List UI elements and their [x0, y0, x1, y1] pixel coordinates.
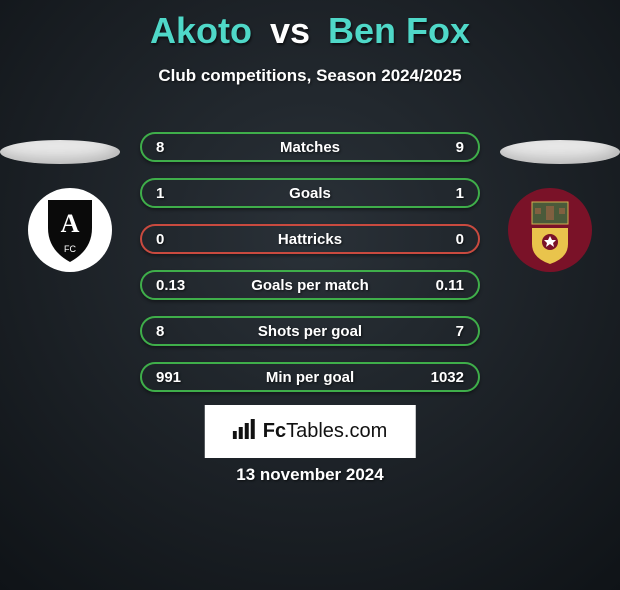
stat-row: 8 Matches 9 [140, 132, 480, 162]
stat-label: Goals [204, 185, 416, 202]
svg-text:A: A [61, 209, 80, 238]
stat-left: 8 [156, 139, 204, 156]
brand-box: FcTables.com [205, 405, 416, 458]
subtitle: Club competitions, Season 2024/2025 [0, 66, 620, 86]
stat-left: 1 [156, 185, 204, 202]
stat-left: 0.13 [156, 277, 204, 294]
stat-left: 0 [156, 231, 204, 248]
stat-row: 991 Min per goal 1032 [140, 362, 480, 392]
stats-container: 8 Matches 9 1 Goals 1 0 Hattricks 0 0.13… [140, 132, 480, 408]
brand-text: FcTables.com [263, 420, 388, 443]
stat-label: Matches [204, 139, 416, 156]
player1-photo-placeholder [0, 140, 120, 164]
stat-left: 8 [156, 323, 204, 340]
club-badge-right-icon [508, 188, 592, 272]
stat-row: 8 Shots per goal 7 [140, 316, 480, 346]
brand-tables: Tables.com [286, 420, 387, 442]
stat-right: 1032 [416, 369, 464, 386]
player1-name: Akoto [150, 10, 252, 51]
stat-left: 991 [156, 369, 204, 386]
stat-label: Min per goal [204, 369, 416, 386]
player2-club-badge [500, 188, 600, 272]
club-badge-left-icon: A FC [28, 188, 112, 272]
stat-row: 1 Goals 1 [140, 178, 480, 208]
player2-photo-placeholder [500, 140, 620, 164]
vs-text: vs [270, 10, 310, 51]
date-text: 13 november 2024 [0, 465, 620, 485]
stat-right: 0.11 [416, 277, 464, 294]
stat-right: 9 [416, 139, 464, 156]
comparison-title: Akoto vs Ben Fox [0, 10, 620, 52]
player1-club-badge: A FC [20, 188, 120, 272]
stat-right: 0 [416, 231, 464, 248]
stat-label: Goals per match [204, 277, 416, 294]
brand-fc: Fc [263, 420, 286, 442]
stat-label: Shots per goal [204, 323, 416, 340]
stat-row: 0.13 Goals per match 0.11 [140, 270, 480, 300]
fctables-logo-icon [233, 419, 257, 444]
player2-name: Ben Fox [328, 10, 470, 51]
stat-right: 1 [416, 185, 464, 202]
stat-right: 7 [416, 323, 464, 340]
stat-label: Hattricks [204, 231, 416, 248]
stat-row: 0 Hattricks 0 [140, 224, 480, 254]
svg-text:FC: FC [64, 244, 76, 254]
